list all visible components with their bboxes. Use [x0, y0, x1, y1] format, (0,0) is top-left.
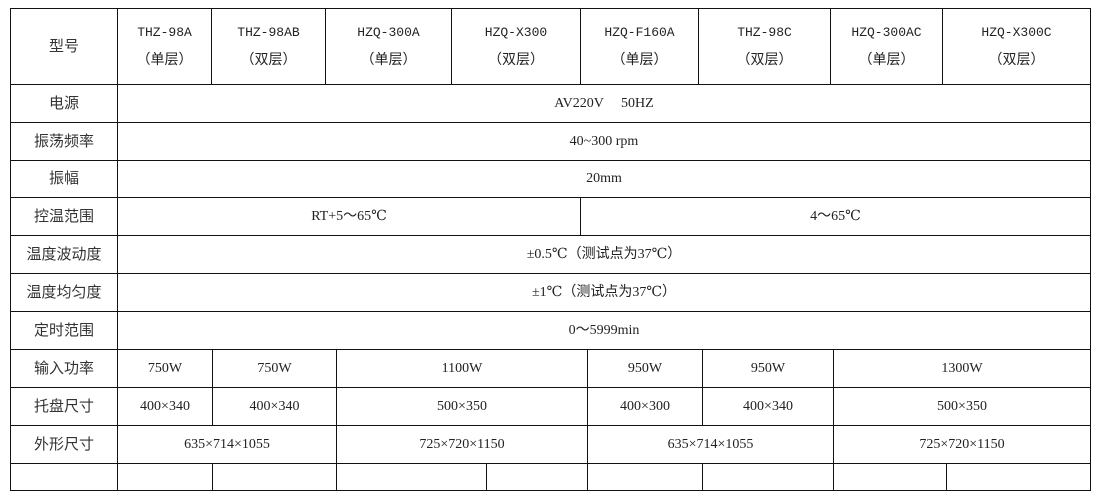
row-value: 635×714×1055 [587, 425, 834, 464]
model-name: HZQ-F160A [604, 24, 675, 40]
model-header-cell: THZ-98AB （双层） [211, 8, 326, 85]
row-partial [336, 463, 487, 491]
row-label: 外形尺寸 [10, 425, 118, 464]
row-value: 750W [212, 349, 337, 388]
row-label: 输入功率 [10, 349, 118, 388]
row-partial [212, 463, 337, 491]
model-type: （双层） [736, 52, 793, 68]
model-header-cell: HZQ-F160A （单层） [580, 8, 699, 85]
model-type: （单层） [858, 52, 915, 68]
row-label: 振幅 [10, 160, 118, 198]
model-header-cell: HZQ-X300C （双层） [942, 8, 1091, 85]
header-label: 型号 [10, 8, 118, 85]
model-header-cell: THZ-98C （双层） [698, 8, 831, 85]
row-value: 635×714×1055 [117, 425, 337, 464]
row-partial [946, 463, 1091, 491]
model-name: THZ-98A [137, 24, 192, 40]
model-type: （双层） [240, 52, 297, 68]
model-name: HZQ-300AC [851, 24, 922, 40]
row-value: RT+5～65℃ [117, 197, 581, 236]
row-label: 振荡频率 [10, 122, 118, 161]
row-label: 温度均匀度 [10, 273, 118, 312]
row-label: 托盘尺寸 [10, 387, 118, 426]
row-label: 定时范围 [10, 311, 118, 350]
row-partial [117, 463, 213, 491]
row-value: 725×720×1150 [336, 425, 588, 464]
model-name: THZ-98AB [237, 24, 300, 40]
row-value: 20mm [117, 160, 1091, 198]
row-value: 0～5999min [117, 311, 1091, 350]
model-header-cell: HZQ-300A （单层） [325, 8, 452, 85]
model-name: THZ-98C [737, 24, 792, 40]
row-value: ±0.5℃（测试点为37℃） [117, 235, 1091, 274]
row-value: 40~300 rpm [117, 122, 1091, 161]
row-value: 4～65℃ [580, 197, 1091, 236]
row-label: 控温范围 [10, 197, 118, 236]
row-value: ±1℃（测试点为37℃） [117, 273, 1091, 312]
model-type: （双层） [488, 52, 544, 68]
row-partial [486, 463, 588, 491]
model-type: （双层） [988, 52, 1045, 68]
row-value: 400×340 [117, 387, 213, 426]
row-value: 1100W [336, 349, 588, 388]
row-partial [10, 463, 118, 491]
row-label: 电源 [10, 84, 118, 123]
model-type: （单层） [611, 52, 668, 68]
row-value: 750W [117, 349, 213, 388]
model-name: HZQ-300A [357, 24, 420, 40]
model-header-cell: THZ-98A （单层） [117, 8, 212, 85]
row-partial [833, 463, 947, 491]
row-value: 950W [702, 349, 834, 388]
row-label: 温度波动度 [10, 235, 118, 274]
row-value: 400×300 [587, 387, 703, 426]
row-value: 500×350 [336, 387, 588, 426]
model-name: HZQ-X300 [484, 24, 548, 40]
row-value: 400×340 [212, 387, 337, 426]
row-value: AV220V 50HZ [117, 84, 1091, 123]
row-partial [702, 463, 834, 491]
row-value: 500×350 [833, 387, 1091, 426]
row-value: 725×720×1150 [833, 425, 1091, 464]
model-type: （单层） [136, 52, 193, 68]
row-value: 950W [587, 349, 703, 388]
model-type: （单层） [360, 52, 417, 68]
row-partial [587, 463, 703, 491]
row-value: 1300W [833, 349, 1091, 388]
model-name: HZQ-X300C [981, 24, 1052, 40]
row-value: 400×340 [702, 387, 834, 426]
model-header-cell: HZQ-X300 （双层） [451, 8, 581, 85]
model-header-cell: HZQ-300AC （单层） [830, 8, 943, 85]
